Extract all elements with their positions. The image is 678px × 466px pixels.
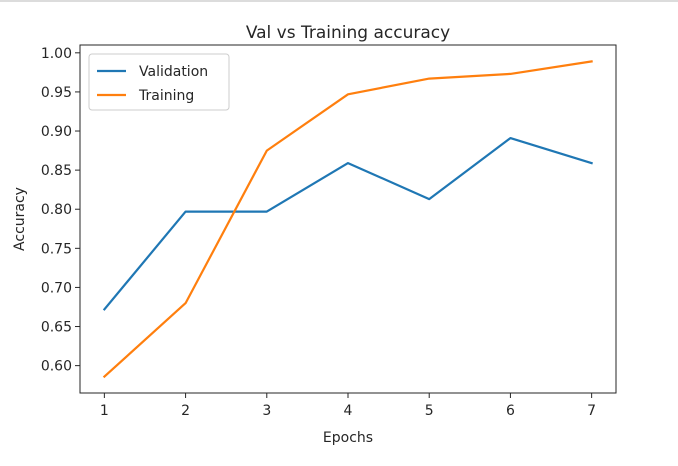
- series-line-validation: [102, 137, 593, 311]
- y-tick-label: 0.75: [41, 241, 72, 257]
- legend: Validation Training: [88, 53, 230, 111]
- x-tick-label: 6: [506, 403, 515, 419]
- y-tick-label: 0.80: [41, 202, 72, 218]
- series-line-training: [102, 60, 593, 379]
- x-tick-label: 4: [344, 403, 353, 419]
- x-tick-label: 3: [262, 403, 271, 419]
- x-axis-title: Epochs: [323, 430, 373, 446]
- y-tick-label: 0.90: [41, 124, 72, 140]
- chart-title: Val vs Training accuracy: [246, 23, 450, 43]
- x-tick-label: 5: [425, 403, 434, 419]
- x-tick-label: 7: [587, 403, 596, 419]
- y-tick-label: 0.85: [41, 163, 72, 179]
- y-axis-title: Accuracy: [12, 187, 28, 251]
- y-tick-label: 0.70: [41, 280, 72, 296]
- y-tick-label: 0.65: [41, 320, 72, 336]
- legend-label-training: Training: [138, 88, 194, 104]
- y-tick-label: 0.60: [41, 359, 72, 375]
- series-layer: [102, 60, 593, 379]
- ticks-layer: 1 2 3 4 5 6 7 0.60 0.65 0.70 0.75 0.80 0.85 0.90 0.95 1…: [41, 46, 596, 419]
- y-tick-label: 0.95: [41, 85, 72, 101]
- top-border: [0, 0, 678, 2]
- x-tick-label: 1: [100, 403, 109, 419]
- x-tick-label: 2: [181, 403, 190, 419]
- plot-frame: [79, 44, 617, 394]
- y-tick-label: 1.00: [41, 46, 72, 62]
- legend-label-validation: Validation: [139, 64, 208, 80]
